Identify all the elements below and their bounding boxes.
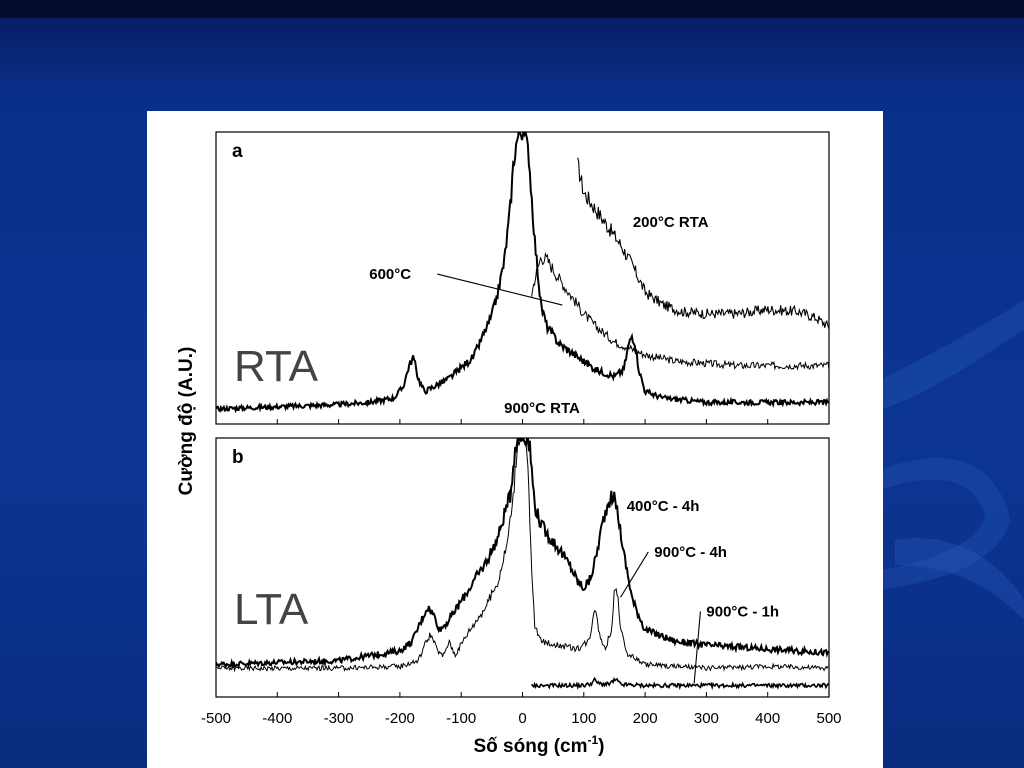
overlay-label-rta: RTA bbox=[234, 342, 319, 391]
top-bar bbox=[0, 0, 1024, 18]
annotation-arrow bbox=[437, 273, 563, 306]
figure-panel: a RTA 200°C RTA 600°C 900°C RTA b LTA 400°C - … bbox=[147, 111, 883, 768]
series-line-900-c-4h bbox=[216, 438, 829, 673]
series-line-400-c-4h bbox=[216, 438, 829, 669]
annotation-label-900-c-rta: 900°C RTA bbox=[504, 400, 580, 417]
panel-frame bbox=[215, 437, 830, 698]
series-line-900-c-rta bbox=[216, 132, 829, 414]
x-tick-label: 100 bbox=[571, 710, 596, 727]
x-tick-label: -300 bbox=[324, 710, 354, 727]
annotation-arrow bbox=[693, 611, 701, 684]
x-tick-label: 400 bbox=[755, 710, 780, 727]
panel-label: a bbox=[232, 141, 243, 162]
panel-a: a RTA 200°C RTA 600°C 900°C RTA bbox=[215, 131, 830, 425]
x-axis-label-suffix: ) bbox=[598, 736, 604, 757]
y-axis-label: Cường độ (A.U.) bbox=[176, 347, 197, 496]
annotation-label-600-c: 600°C bbox=[369, 266, 411, 283]
panel-label: b bbox=[232, 447, 244, 468]
x-tick-label: -100 bbox=[446, 710, 476, 727]
panel-b: b LTA 400°C - 4h 900°C - 4h 900°C - 1h bbox=[215, 437, 830, 698]
series-line-600-c bbox=[531, 252, 829, 371]
overlay-label-lta: LTA bbox=[234, 585, 309, 634]
annotation-label-200-c-rta: 200°C RTA bbox=[633, 214, 709, 231]
x-tick-label: -500 bbox=[201, 710, 231, 727]
x-axis-label-main: Số sóng (cm bbox=[473, 736, 587, 757]
x-tick-label: 200 bbox=[633, 710, 658, 727]
series-line-200-c-rta bbox=[577, 157, 829, 329]
x-tick-label: -400 bbox=[262, 710, 292, 727]
x-tick-label: -200 bbox=[385, 710, 415, 727]
x-tick-label: 300 bbox=[694, 710, 719, 727]
annotation-label-900-c-4h: 900°C - 4h bbox=[654, 544, 727, 561]
annotation-arrow bbox=[620, 551, 649, 598]
x-axis: -500 -400 -300 -200 -100 0 100 200 300 400 500 bbox=[201, 710, 842, 727]
x-tick-label: 0 bbox=[518, 710, 526, 727]
annotation-label-400-c-4h: 400°C - 4h bbox=[627, 498, 700, 515]
series-line-900-c-1h bbox=[531, 676, 829, 691]
annotation-label-900-c-1h: 900°C - 1h bbox=[706, 603, 779, 620]
x-axis-label: Số sóng (cm-1) bbox=[473, 733, 604, 757]
raman-chart: a RTA 200°C RTA 600°C 900°C RTA b LTA 400°C - … bbox=[176, 131, 842, 757]
x-tick-label: 500 bbox=[816, 710, 841, 727]
x-axis-label-superscript: -1 bbox=[588, 733, 599, 747]
